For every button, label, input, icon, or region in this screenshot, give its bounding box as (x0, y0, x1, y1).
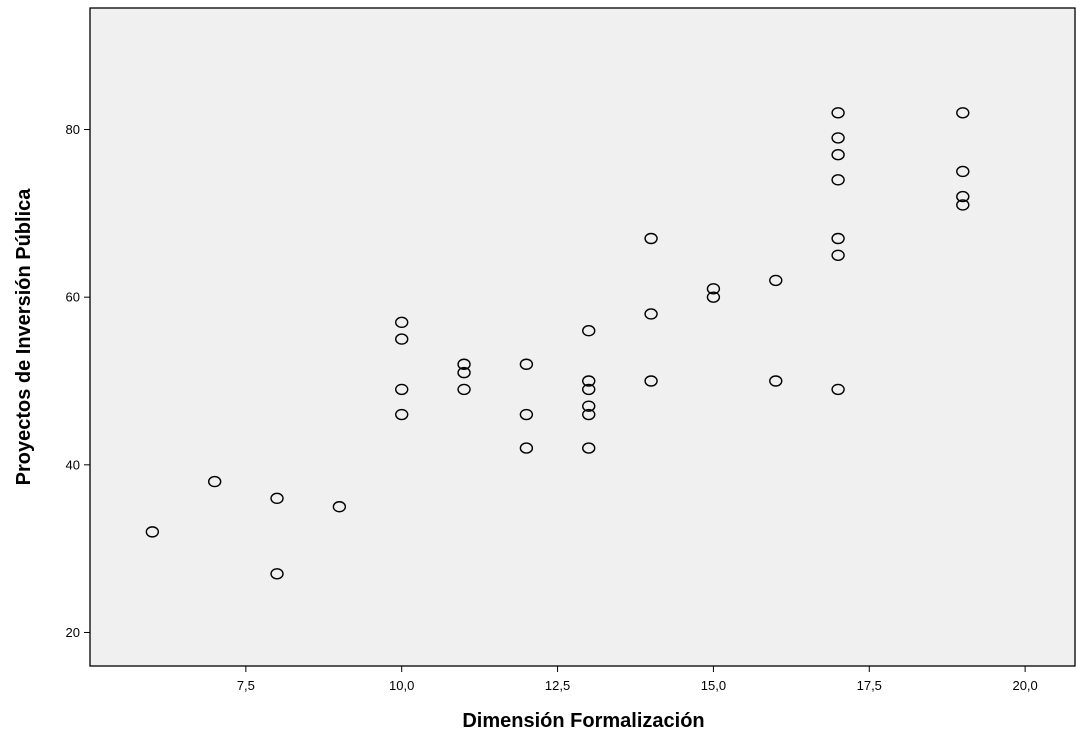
data-point (644, 308, 658, 320)
data-point (395, 408, 409, 421)
x-tick-label: 12,5 (545, 678, 570, 693)
data-point (831, 383, 845, 396)
data-point (644, 375, 658, 387)
y-tick-label: 80 (66, 122, 80, 137)
data-point (831, 249, 845, 261)
plot-area (89, 7, 1076, 667)
data-point (706, 291, 721, 303)
data-point (457, 383, 471, 396)
data-point (956, 199, 970, 211)
data-point (519, 358, 534, 370)
data-point (582, 408, 596, 421)
x-axis-ticks: 7,5 10,0 12,5 15,0 17,5 20,0 (237, 666, 1038, 693)
x-tick-label: 10,0 (389, 678, 414, 693)
data-point (769, 375, 783, 387)
x-tick-label: 17,5 (857, 678, 882, 693)
data-point (582, 375, 596, 387)
data-point (582, 383, 596, 396)
data-point (831, 232, 845, 245)
data-point (270, 568, 284, 580)
x-tick-label: 20,0 (1012, 678, 1037, 693)
x-axis-title: Dimensión Formalización (462, 710, 704, 732)
data-points (145, 107, 970, 580)
data-point (956, 190, 970, 203)
x-tick-label: 15,0 (701, 678, 726, 693)
data-point (270, 492, 284, 505)
data-point (831, 107, 845, 119)
data-point (519, 442, 534, 454)
data-point (644, 232, 658, 245)
data-point (831, 148, 845, 161)
data-point (831, 174, 845, 186)
y-tick-label: 40 (66, 457, 80, 472)
data-point (207, 475, 222, 488)
y-tick-label: 20 (66, 625, 80, 640)
data-point (956, 165, 970, 178)
data-point (769, 274, 783, 287)
data-point (582, 442, 596, 454)
y-tick-label: 60 (66, 290, 80, 305)
data-point (582, 325, 596, 337)
data-point (831, 132, 845, 144)
data-point (519, 408, 534, 421)
data-point (582, 400, 596, 412)
y-axis-title: Proyectos de Inversión Pública (13, 188, 35, 486)
data-point (956, 107, 970, 119)
data-point (145, 526, 160, 538)
x-tick-label: 7,5 (237, 678, 255, 693)
data-point (457, 358, 471, 370)
data-point (706, 283, 721, 295)
data-point (332, 501, 347, 513)
data-point (457, 366, 471, 379)
y-axis-ticks: 20 40 60 80 (66, 122, 90, 640)
data-point (395, 333, 409, 345)
data-point (395, 383, 409, 396)
data-point (395, 316, 409, 329)
